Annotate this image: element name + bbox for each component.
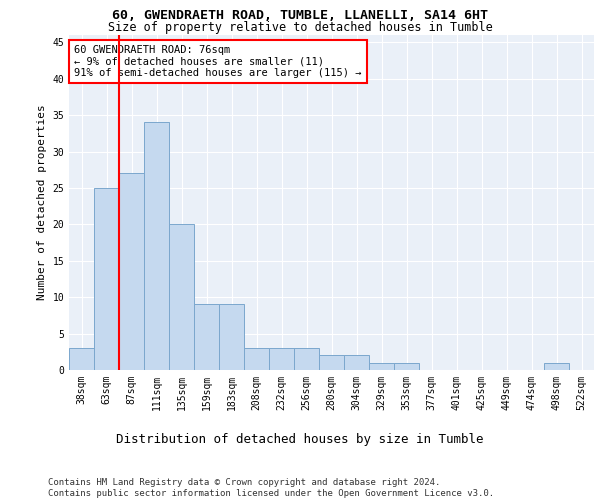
Y-axis label: Number of detached properties: Number of detached properties [37,104,47,300]
Text: 60 GWENDRAETH ROAD: 76sqm
← 9% of detached houses are smaller (11)
91% of semi-d: 60 GWENDRAETH ROAD: 76sqm ← 9% of detach… [74,45,362,78]
Bar [169,224,194,370]
Bar [119,174,144,370]
Bar [544,362,569,370]
Bar [319,356,344,370]
Text: Contains HM Land Registry data © Crown copyright and database right 2024.
Contai: Contains HM Land Registry data © Crown c… [48,478,494,498]
Bar [219,304,244,370]
Bar [194,304,219,370]
Bar [344,356,369,370]
Bar [269,348,294,370]
Bar [244,348,269,370]
Bar [94,188,119,370]
Text: Distribution of detached houses by size in Tumble: Distribution of detached houses by size … [116,432,484,446]
Bar [294,348,319,370]
Bar [144,122,169,370]
Bar [394,362,419,370]
Text: 60, GWENDRAETH ROAD, TUMBLE, LLANELLI, SA14 6HT: 60, GWENDRAETH ROAD, TUMBLE, LLANELLI, S… [112,9,488,22]
Text: Size of property relative to detached houses in Tumble: Size of property relative to detached ho… [107,21,493,34]
Bar [69,348,94,370]
Bar [369,362,394,370]
